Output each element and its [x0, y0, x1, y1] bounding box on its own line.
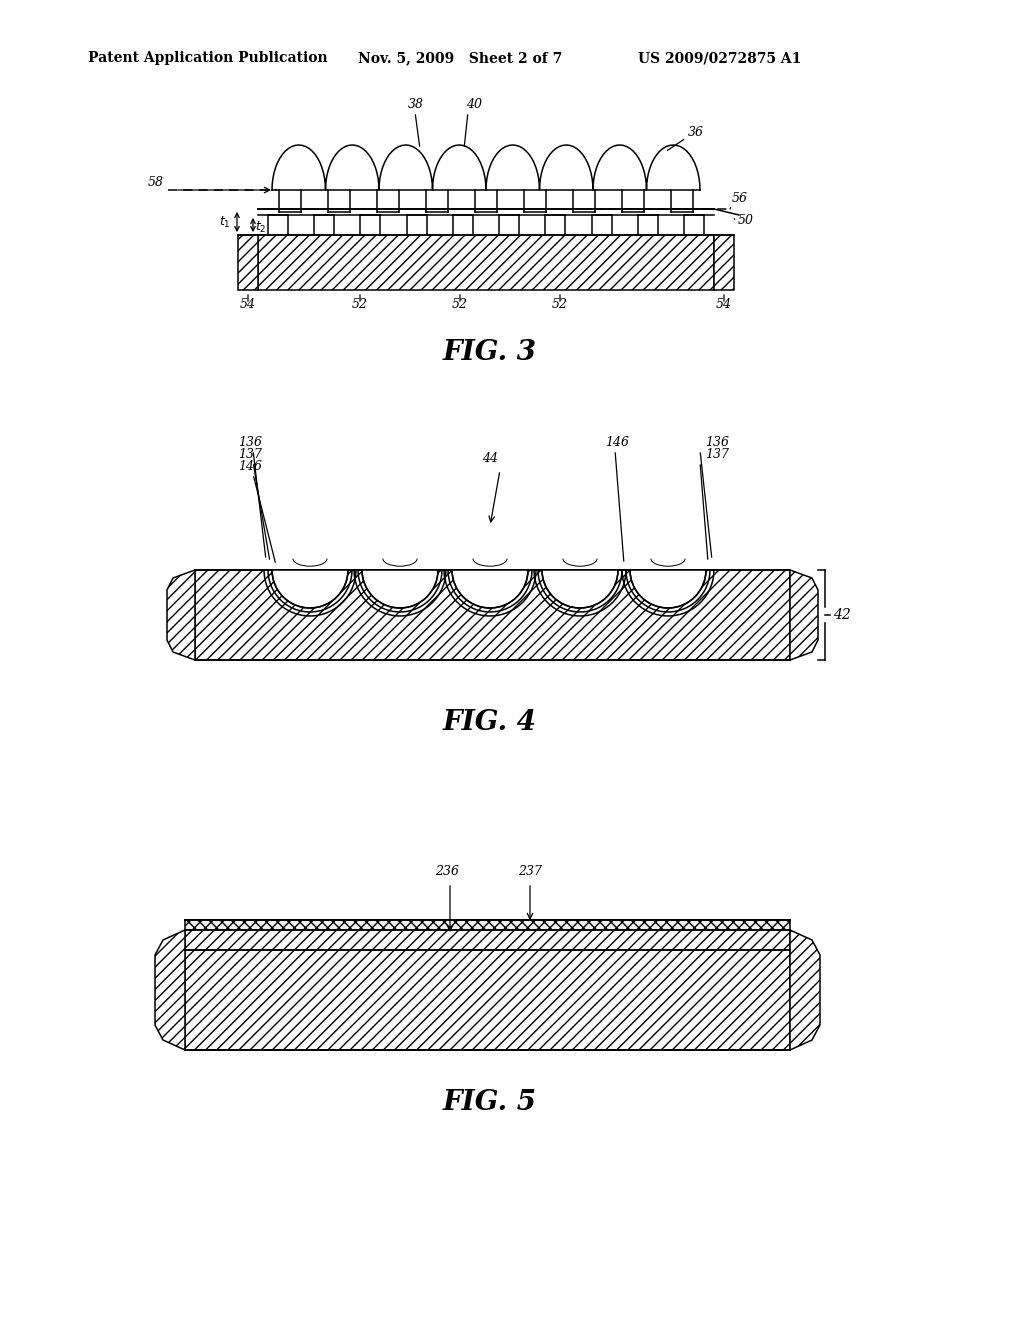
Text: 44: 44	[482, 451, 498, 465]
Text: 54: 54	[716, 298, 732, 312]
Text: FIG. 3: FIG. 3	[443, 339, 537, 366]
Bar	[714, 235, 734, 290]
Wedge shape	[452, 570, 528, 609]
Polygon shape	[790, 931, 820, 1049]
Polygon shape	[167, 570, 195, 660]
Polygon shape	[790, 570, 818, 660]
Text: 36: 36	[688, 127, 705, 140]
Text: Nov. 5, 2009   Sheet 2 of 7: Nov. 5, 2009 Sheet 2 of 7	[358, 51, 562, 65]
Bar	[185, 920, 790, 931]
Wedge shape	[542, 570, 618, 609]
Text: US 2009/0272875 A1: US 2009/0272875 A1	[638, 51, 802, 65]
Text: 137: 137	[705, 447, 729, 461]
Text: 146: 146	[238, 459, 262, 473]
Text: 236: 236	[435, 865, 459, 878]
Text: FIG. 5: FIG. 5	[443, 1089, 537, 1115]
Polygon shape	[155, 931, 185, 1049]
Bar	[185, 950, 790, 1049]
Text: 136: 136	[238, 436, 262, 449]
Wedge shape	[630, 570, 706, 609]
Text: 50: 50	[738, 214, 754, 227]
Text: 56: 56	[732, 193, 748, 206]
Text: 52: 52	[552, 298, 568, 312]
Wedge shape	[362, 570, 438, 609]
Text: 54: 54	[240, 298, 256, 312]
Bar	[238, 235, 258, 290]
Bar	[258, 235, 714, 290]
Text: 146: 146	[605, 436, 629, 449]
Text: 237: 237	[518, 865, 542, 878]
Text: $t_1$: $t_1$	[219, 214, 230, 230]
Text: 58: 58	[148, 176, 164, 189]
Text: 52: 52	[352, 298, 368, 312]
Bar	[185, 931, 790, 950]
Text: 136: 136	[705, 436, 729, 449]
Text: 52: 52	[452, 298, 468, 312]
Bar	[195, 570, 790, 660]
Wedge shape	[272, 570, 348, 609]
Text: FIG. 4: FIG. 4	[443, 709, 537, 737]
Text: 42: 42	[833, 609, 851, 622]
Text: 38: 38	[408, 99, 424, 111]
Text: 137: 137	[238, 447, 262, 461]
Text: $t_2$: $t_2$	[255, 219, 266, 235]
Text: Patent Application Publication: Patent Application Publication	[88, 51, 328, 65]
Text: 40: 40	[466, 99, 482, 111]
